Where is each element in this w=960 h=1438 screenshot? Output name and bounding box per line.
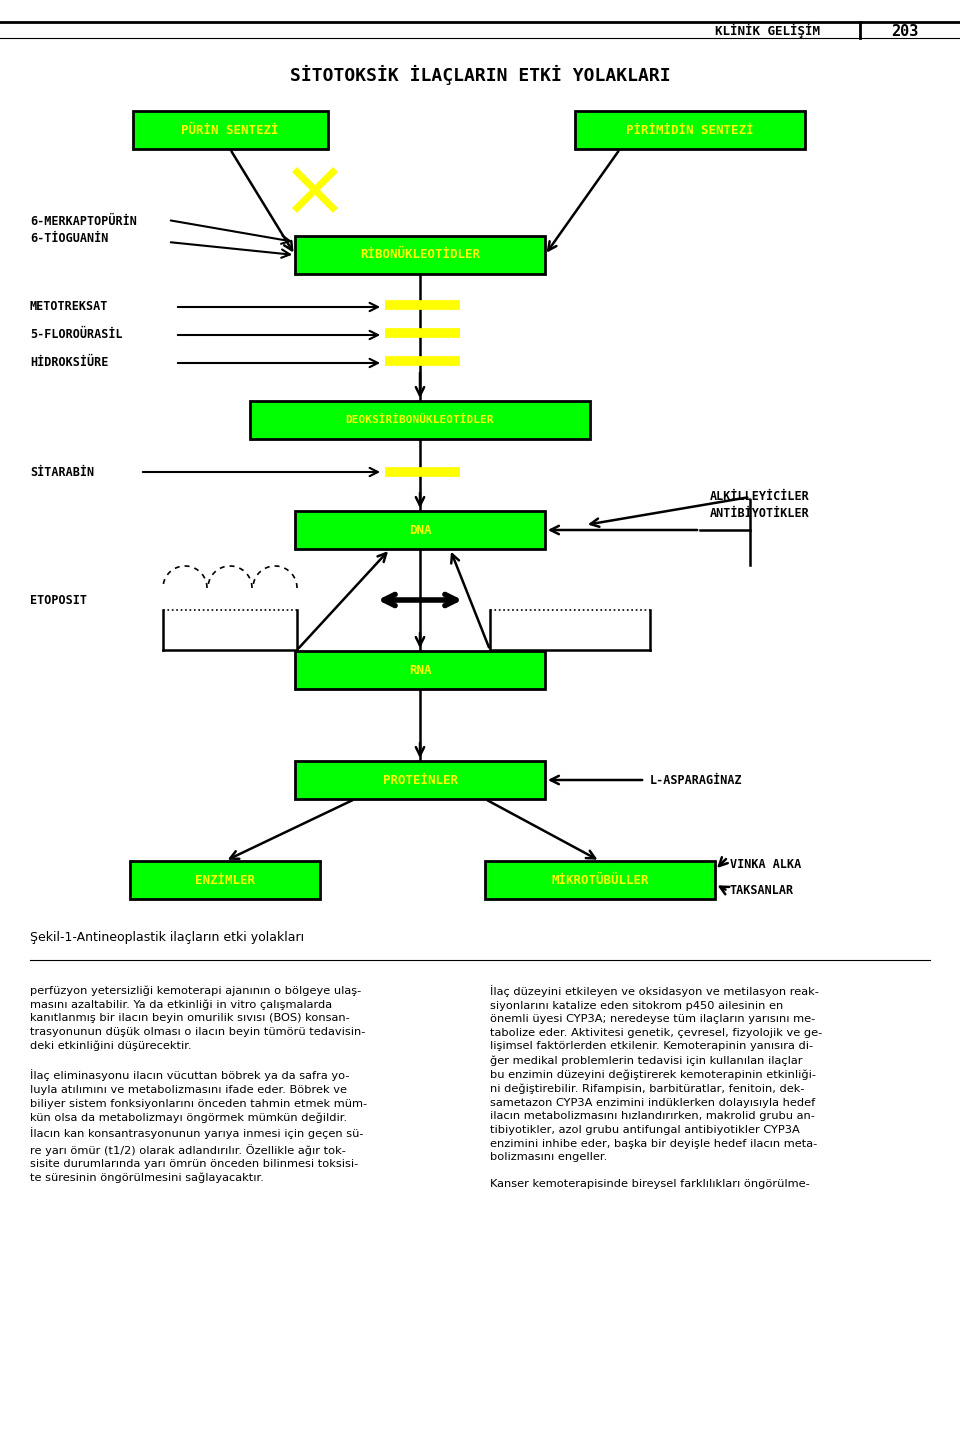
Text: PİRİMİDİN SENTEZİ: PİRİMİDİN SENTEZİ bbox=[626, 124, 754, 137]
Bar bbox=[295, 651, 545, 689]
Text: 203: 203 bbox=[891, 23, 919, 39]
Text: MİKROTÜBÜLLER: MİKROTÜBÜLLER bbox=[551, 873, 649, 886]
Bar bbox=[295, 510, 545, 549]
Text: PÜRİN SENTEZİ: PÜRİN SENTEZİ bbox=[181, 124, 278, 137]
Text: RNA: RNA bbox=[409, 663, 431, 676]
Text: Şekil-1-Antineoplastik ilaçların etki yolakları: Şekil-1-Antineoplastik ilaçların etki yo… bbox=[30, 932, 304, 945]
Text: DNA: DNA bbox=[409, 523, 431, 536]
Bar bbox=[485, 861, 715, 899]
Text: VINKA ALKA: VINKA ALKA bbox=[730, 858, 802, 871]
Text: SİTOTOKSİK İLAÇLARIN ETKİ YOLAKLARI: SİTOTOKSİK İLAÇLARIN ETKİ YOLAKLARI bbox=[290, 65, 670, 85]
Text: HİDROKSİÜRE: HİDROKSİÜRE bbox=[30, 357, 108, 370]
Text: 6-MERKAPTOPÜRİN
6-TİOGUANİN: 6-MERKAPTOPÜRİN 6-TİOGUANİN bbox=[30, 216, 137, 244]
Text: İlaç düzeyini etkileyen ve oksidasyon ve metilasyon reak-
siyonlarını katalize e: İlaç düzeyini etkileyen ve oksidasyon ve… bbox=[490, 985, 823, 1189]
Bar bbox=[295, 761, 545, 800]
Text: 5-FLOROÜRASİL: 5-FLOROÜRASİL bbox=[30, 328, 123, 341]
Text: ALKİLLEYİCİLER
ANTİBİYOTİKLER: ALKİLLEYİCİLER ANTİBİYOTİKLER bbox=[710, 490, 809, 521]
Text: SİTARABİN: SİTARABİN bbox=[30, 466, 94, 479]
Text: L-ASPARAGİNAZ: L-ASPARAGİNAZ bbox=[650, 774, 743, 787]
Text: ETOPOSIT: ETOPOSIT bbox=[30, 594, 87, 607]
Text: DEOKSİRİBONÜKLEOTİDLER: DEOKSİRİBONÜKLEOTİDLER bbox=[346, 416, 494, 426]
Bar bbox=[250, 401, 590, 439]
Bar bbox=[575, 111, 805, 150]
Text: perfüzyon yetersizliği kemoterapi ajanının o bölgeye ulaş-
masını azaltabilir. Y: perfüzyon yetersizliği kemoterapi ajanın… bbox=[30, 985, 367, 1183]
Text: METOTREKSAT: METOTREKSAT bbox=[30, 301, 108, 313]
Text: PROTEİNLER: PROTEİNLER bbox=[382, 774, 458, 787]
Bar bbox=[130, 861, 320, 899]
Bar bbox=[295, 236, 545, 275]
Text: RİBONÜKLEOTİDLER: RİBONÜKLEOTİDLER bbox=[360, 249, 480, 262]
Text: KLİNİK GELİŞİM: KLİNİK GELİŞİM bbox=[715, 24, 820, 37]
Text: TAKSANLAR: TAKSANLAR bbox=[730, 883, 794, 896]
Text: ENZİMLER: ENZİMLER bbox=[195, 873, 255, 886]
Bar bbox=[132, 111, 327, 150]
